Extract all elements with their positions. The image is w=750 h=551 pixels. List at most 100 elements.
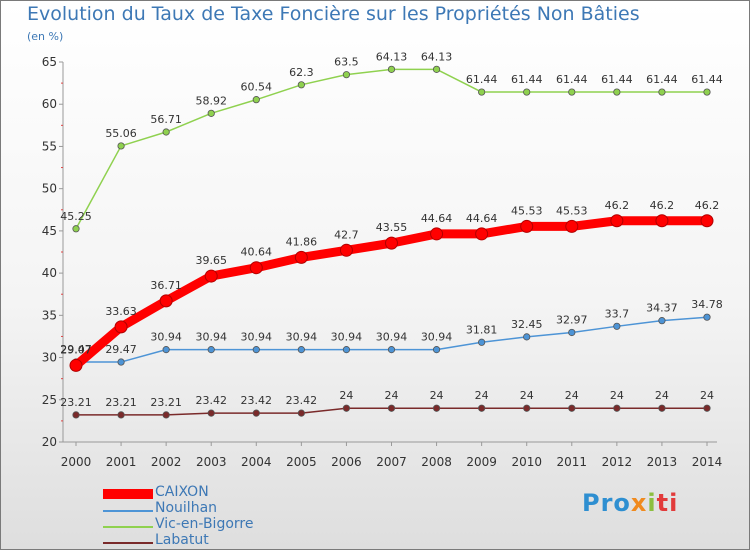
data-point-labatut-2011: [568, 404, 576, 412]
y-tick-label-60: 60: [42, 97, 57, 111]
data-point-labatut-2001: [117, 411, 125, 419]
data-label-labatut-2007: 24: [385, 389, 399, 402]
data-label-nouilhan-2002: 30.94: [150, 331, 182, 344]
data-point-vic-en-bigorre-2009: [478, 88, 486, 96]
data-point-vic-en-bigorre-2002: [162, 128, 170, 136]
x-tick-label-2002: 2002: [151, 455, 182, 469]
data-label-nouilhan-2004: 30.94: [241, 331, 273, 344]
data-label-vic-en-bigorre-2003: 58.92: [195, 94, 227, 107]
legend-swatch-caixon: [103, 489, 153, 499]
data-label-caixon-2010: 45.53: [511, 204, 543, 217]
data-point-nouilhan-2001: [117, 358, 125, 366]
data-label-vic-en-bigorre-2009: 61.44: [466, 73, 498, 86]
data-label-vic-en-bigorre-2012: 61.44: [601, 73, 633, 86]
data-point-labatut-2008: [432, 404, 441, 412]
data-point-vic-en-bigorre-2007: [387, 65, 396, 73]
data-label-nouilhan-2014: 34.78: [691, 298, 723, 311]
data-point-labatut-2005: [297, 409, 305, 417]
x-tick-label-2010: 2010: [511, 455, 542, 469]
data-label-vic-en-bigorre-2000: 45.25: [60, 210, 92, 223]
x-tick-label-2014: 2014: [692, 455, 723, 469]
legend-swatch-labatut: [103, 542, 153, 544]
data-label-labatut-2014: 24: [700, 389, 714, 402]
data-label-labatut-2000: 23.21: [60, 396, 92, 409]
logo-part-2: x: [630, 489, 648, 517]
data-point-caixon-2005: [294, 250, 308, 264]
legend-swatch-vic-en-bigorre: [103, 526, 153, 528]
data-label-nouilhan-2013: 34.37: [646, 302, 678, 315]
x-tick-label-2000: 2000: [61, 455, 92, 469]
y-tick-label-25: 25: [42, 393, 57, 407]
y-tick-label-50: 50: [42, 182, 57, 196]
data-label-labatut-2008: 24: [430, 389, 444, 402]
data-label-nouilhan-2007: 30.94: [376, 331, 408, 344]
data-label-nouilhan-2009: 31.81: [466, 323, 498, 336]
data-label-nouilhan-2008: 30.94: [421, 331, 453, 344]
x-tick-label-2005: 2005: [286, 455, 317, 469]
data-point-nouilhan-2009: [478, 338, 486, 346]
data-label-caixon-2001: 33.63: [105, 305, 137, 318]
data-point-caixon-2006: [339, 243, 353, 257]
data-point-vic-en-bigorre-2014: [703, 88, 711, 96]
x-tick-label-2009: 2009: [466, 455, 497, 469]
data-label-caixon-2013: 46.2: [650, 199, 675, 212]
legend-label-caixon: CAIXON: [155, 484, 209, 500]
data-point-caixon-2011: [565, 219, 579, 233]
data-label-nouilhan-2012: 33.7: [605, 307, 630, 320]
data-label-labatut-2011: 24: [565, 389, 579, 402]
data-label-nouilhan-2000: 29.47: [60, 343, 92, 356]
legend-label-vic-en-bigorre: Vic-en-Bigorre: [155, 516, 254, 532]
data-point-nouilhan-2002: [162, 346, 170, 354]
data-point-vic-en-bigorre-2000: [72, 225, 80, 233]
data-label-labatut-2001: 23.21: [105, 396, 137, 409]
proxiti-logo: Proxiti: [582, 489, 678, 517]
data-point-labatut-2010: [523, 404, 531, 412]
x-tick-label-2013: 2013: [647, 455, 678, 469]
data-label-caixon-2000: 29.07: [60, 343, 92, 356]
data-point-vic-en-bigorre-2005: [297, 81, 305, 89]
data-point-labatut-2014: [703, 404, 711, 412]
data-label-labatut-2002: 23.21: [150, 396, 182, 409]
data-label-labatut-2005: 23.42: [286, 394, 318, 407]
data-point-caixon-2009: [475, 227, 489, 241]
data-label-vic-en-bigorre-2014: 61.44: [691, 73, 723, 86]
data-point-caixon-2012: [610, 214, 624, 228]
data-point-caixon-2000: [69, 358, 83, 372]
data-point-caixon-2003: [204, 269, 218, 283]
data-point-vic-en-bigorre-2004: [252, 96, 260, 104]
data-label-vic-en-bigorre-2010: 61.44: [511, 73, 543, 86]
data-label-vic-en-bigorre-2007: 64.13: [376, 50, 408, 63]
data-point-caixon-2001: [114, 320, 128, 334]
x-tick-label-2001: 2001: [106, 455, 137, 469]
data-label-vic-en-bigorre-2013: 61.44: [646, 73, 678, 86]
x-tick-label-2006: 2006: [331, 455, 362, 469]
data-label-vic-en-bigorre-2002: 56.71: [150, 113, 182, 126]
chart-subtitle: (en %): [27, 30, 64, 43]
data-label-vic-en-bigorre-2008: 64.13: [421, 50, 453, 63]
data-label-vic-en-bigorre-2006: 63.5: [334, 56, 359, 69]
y-tick-label-30: 30: [42, 351, 57, 365]
data-point-nouilhan-2008: [432, 346, 441, 354]
data-point-caixon-2010: [520, 219, 534, 233]
data-label-caixon-2008: 44.64: [421, 212, 453, 225]
y-tick-label-55: 55: [42, 139, 57, 153]
data-point-labatut-2004: [252, 409, 260, 417]
data-point-nouilhan-2006: [342, 346, 351, 354]
data-label-caixon-2003: 39.65: [195, 254, 227, 267]
data-point-labatut-2006: [342, 404, 351, 412]
legend-swatch-nouilhan: [103, 510, 153, 512]
data-label-nouilhan-2011: 32.97: [556, 313, 588, 326]
data-label-nouilhan-2001: 29.47: [105, 343, 137, 356]
data-point-vic-en-bigorre-2011: [568, 88, 576, 96]
x-tick-label-2003: 2003: [196, 455, 227, 469]
data-label-caixon-2012: 46.2: [605, 199, 630, 212]
data-point-nouilhan-2012: [613, 322, 621, 330]
data-point-labatut-2000: [72, 411, 80, 419]
data-point-nouilhan-2005: [297, 346, 305, 354]
data-point-vic-en-bigorre-2010: [523, 88, 531, 96]
data-point-nouilhan-2013: [658, 317, 666, 325]
x-tick-label-2008: 2008: [421, 455, 452, 469]
data-label-caixon-2004: 40.64: [241, 246, 273, 259]
data-point-caixon-2013: [655, 214, 669, 228]
